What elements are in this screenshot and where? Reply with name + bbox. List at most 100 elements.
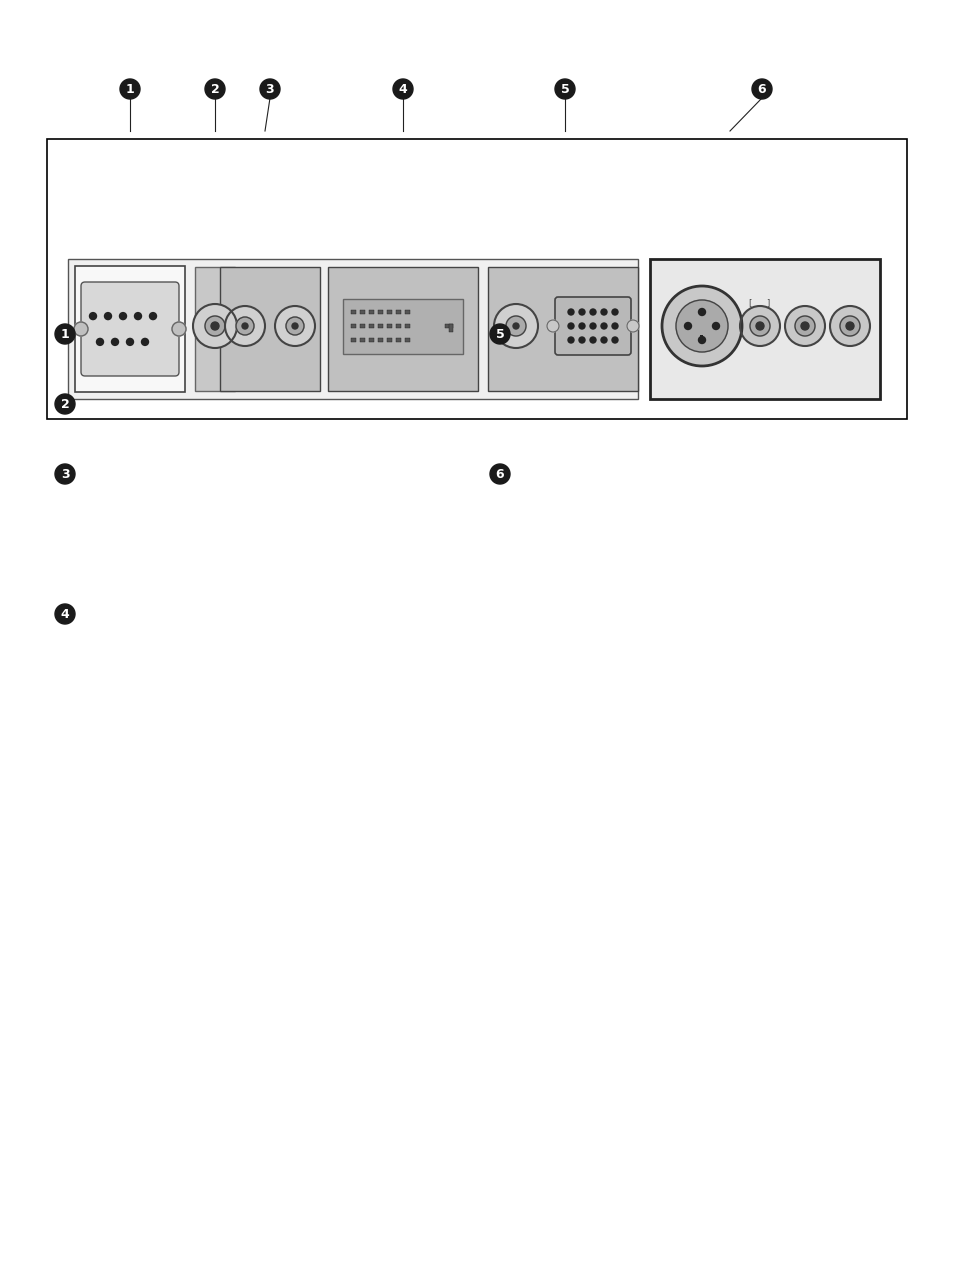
Circle shape bbox=[589, 338, 596, 343]
Circle shape bbox=[740, 306, 780, 347]
Circle shape bbox=[235, 317, 253, 335]
Bar bbox=[405, 338, 410, 341]
Bar bbox=[444, 324, 453, 327]
Text: 4: 4 bbox=[398, 83, 407, 96]
Circle shape bbox=[698, 336, 705, 344]
Circle shape bbox=[55, 324, 75, 344]
Bar bbox=[449, 324, 453, 333]
Bar bbox=[395, 310, 400, 313]
Circle shape bbox=[589, 310, 596, 315]
Circle shape bbox=[494, 304, 537, 348]
Text: 6: 6 bbox=[757, 83, 765, 96]
Bar bbox=[351, 324, 355, 327]
Circle shape bbox=[589, 324, 596, 329]
Text: 2: 2 bbox=[211, 83, 219, 96]
Bar bbox=[395, 324, 400, 327]
Circle shape bbox=[211, 322, 219, 330]
Circle shape bbox=[555, 79, 575, 99]
Circle shape bbox=[490, 464, 510, 484]
Circle shape bbox=[612, 338, 618, 343]
Bar bbox=[47, 139, 906, 419]
Text: 1: 1 bbox=[61, 327, 70, 340]
Bar bbox=[395, 338, 400, 341]
Text: 2: 2 bbox=[61, 397, 70, 410]
Circle shape bbox=[134, 312, 141, 320]
Bar bbox=[359, 310, 365, 313]
Circle shape bbox=[172, 322, 186, 336]
Circle shape bbox=[749, 316, 769, 336]
Text: 5: 5 bbox=[496, 327, 504, 340]
Bar bbox=[700, 335, 702, 340]
FancyBboxPatch shape bbox=[194, 268, 234, 391]
Circle shape bbox=[567, 310, 574, 315]
Bar bbox=[405, 310, 410, 313]
Bar bbox=[387, 310, 392, 313]
Bar bbox=[387, 338, 392, 341]
Circle shape bbox=[626, 320, 639, 333]
Circle shape bbox=[193, 304, 236, 348]
Circle shape bbox=[225, 306, 265, 347]
Circle shape bbox=[55, 464, 75, 484]
Circle shape bbox=[127, 339, 133, 345]
Circle shape bbox=[119, 312, 127, 320]
Circle shape bbox=[845, 322, 853, 330]
Circle shape bbox=[600, 324, 606, 329]
FancyBboxPatch shape bbox=[75, 266, 185, 392]
Bar bbox=[359, 338, 365, 341]
Text: 1: 1 bbox=[126, 83, 134, 96]
Circle shape bbox=[612, 324, 618, 329]
Circle shape bbox=[274, 306, 314, 347]
FancyBboxPatch shape bbox=[328, 268, 477, 391]
Bar bbox=[359, 324, 365, 327]
Bar bbox=[377, 310, 382, 313]
Text: 5: 5 bbox=[560, 83, 569, 96]
Circle shape bbox=[205, 79, 225, 99]
Circle shape bbox=[546, 320, 558, 333]
Bar bbox=[405, 324, 410, 327]
Circle shape bbox=[141, 339, 149, 345]
Text: 3: 3 bbox=[265, 83, 274, 96]
Text: 3: 3 bbox=[61, 468, 70, 480]
Circle shape bbox=[490, 324, 510, 344]
Bar bbox=[369, 310, 374, 313]
Circle shape bbox=[755, 322, 763, 330]
Circle shape bbox=[205, 316, 225, 336]
Text: 6: 6 bbox=[496, 468, 504, 480]
Circle shape bbox=[90, 312, 96, 320]
Text: 4: 4 bbox=[61, 608, 70, 620]
Bar bbox=[369, 338, 374, 341]
Circle shape bbox=[794, 316, 814, 336]
Circle shape bbox=[513, 324, 518, 329]
Circle shape bbox=[150, 312, 156, 320]
Circle shape bbox=[292, 324, 297, 329]
Circle shape bbox=[286, 317, 304, 335]
FancyBboxPatch shape bbox=[555, 297, 630, 355]
Circle shape bbox=[112, 339, 118, 345]
Bar bbox=[68, 259, 638, 399]
Text: ]: ] bbox=[765, 298, 768, 307]
Bar bbox=[649, 259, 879, 399]
Bar bbox=[369, 324, 374, 327]
Circle shape bbox=[840, 316, 859, 336]
Circle shape bbox=[242, 324, 248, 329]
Circle shape bbox=[712, 322, 719, 330]
Circle shape bbox=[55, 604, 75, 624]
FancyBboxPatch shape bbox=[488, 268, 638, 391]
Circle shape bbox=[578, 338, 584, 343]
Circle shape bbox=[684, 322, 691, 330]
FancyBboxPatch shape bbox=[81, 282, 179, 376]
Bar bbox=[351, 310, 355, 313]
Circle shape bbox=[829, 306, 869, 347]
Circle shape bbox=[96, 339, 103, 345]
Circle shape bbox=[676, 299, 727, 352]
Circle shape bbox=[784, 306, 824, 347]
Bar bbox=[377, 338, 382, 341]
Circle shape bbox=[801, 322, 808, 330]
Circle shape bbox=[74, 322, 88, 336]
FancyBboxPatch shape bbox=[343, 298, 462, 353]
Circle shape bbox=[567, 338, 574, 343]
Circle shape bbox=[505, 316, 525, 336]
Bar bbox=[377, 324, 382, 327]
Circle shape bbox=[105, 312, 112, 320]
Circle shape bbox=[600, 338, 606, 343]
